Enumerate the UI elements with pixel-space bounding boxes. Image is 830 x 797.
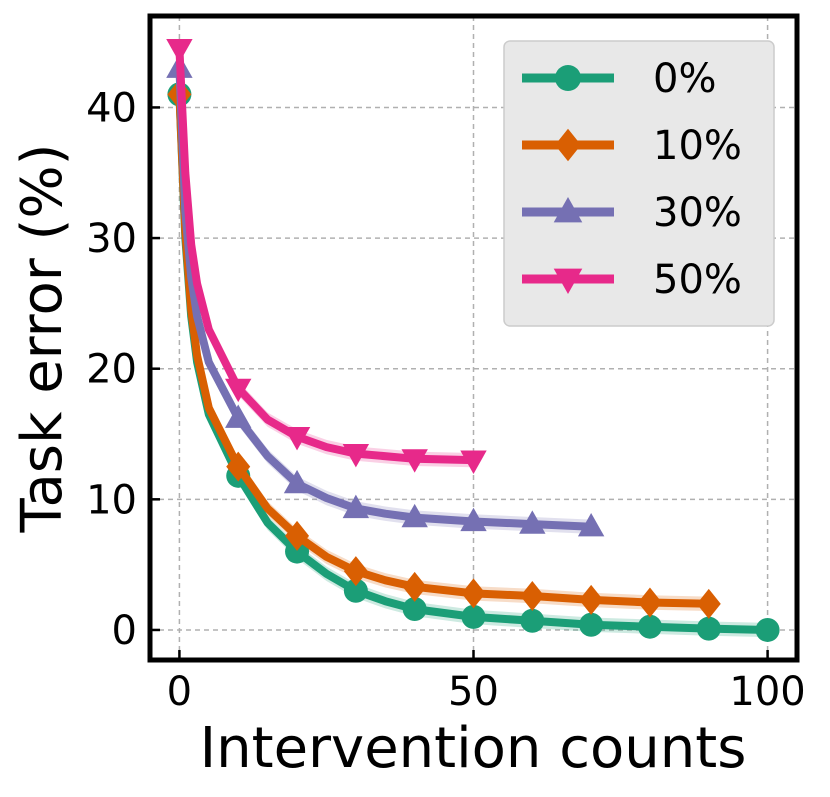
point-10pct [696, 588, 721, 619]
legend-label-0pct: 0% [653, 56, 716, 102]
point-10pct [637, 587, 662, 618]
point-30pct [283, 469, 311, 494]
legend-item-30pct: 30% [522, 190, 742, 236]
legend-label-30pct: 30% [653, 190, 742, 236]
point-50pct [166, 39, 193, 63]
series-50pct [166, 39, 487, 474]
line-50pct [175, 44, 478, 465]
series-30pct [166, 54, 605, 537]
point-0pct [285, 539, 310, 564]
y-tick-label: 20 [86, 347, 137, 393]
point-0pct [637, 614, 662, 639]
point-10pct [461, 578, 486, 609]
point-10pct [343, 556, 368, 587]
point-10pct [520, 580, 545, 611]
point-0pct [755, 617, 780, 642]
point-0pct [343, 578, 368, 603]
x-tick-label: 100 [729, 669, 805, 715]
y-tick-label: 30 [86, 216, 137, 262]
legend-label-10pct: 10% [653, 123, 742, 169]
legend-item-0pct: 0% [522, 56, 716, 102]
point-10pct [226, 451, 251, 482]
point-30pct [342, 494, 370, 519]
point-50pct [283, 427, 311, 451]
y-tick-label: 40 [86, 85, 137, 131]
legend: 0% 10% 30% 50% [503, 40, 775, 327]
x-tick-label: 50 [448, 669, 499, 715]
point-30pct [460, 507, 487, 532]
legend-marker-0pct [555, 65, 581, 91]
legend-marker-50pct [553, 268, 583, 294]
line-10pct [175, 90, 713, 608]
y-tick-label: 0 [112, 608, 137, 654]
point-50pct [401, 449, 428, 473]
point-30pct [401, 503, 428, 528]
point-30pct [519, 510, 546, 534]
point-10pct [402, 571, 427, 602]
legend-box [503, 40, 775, 327]
axis-ticks: 0 50 100 0 10 20 30 40 [86, 85, 806, 715]
band-50pct [179, 41, 474, 468]
legend-marker-10pct [555, 128, 581, 162]
legend-item-10pct: 10% [522, 123, 742, 169]
point-50pct [460, 450, 487, 474]
y-tick-label: 10 [86, 477, 137, 523]
point-0pct [579, 612, 604, 637]
point-30pct [577, 512, 605, 537]
point-0pct [461, 604, 486, 629]
point-50pct [342, 444, 370, 468]
point-0pct [520, 608, 545, 633]
point-50pct [225, 378, 252, 403]
point-0pct [402, 597, 427, 622]
series-layer [166, 39, 780, 642]
x-tick-label: 0 [167, 669, 192, 715]
point-10pct [285, 520, 310, 551]
point-30pct [225, 404, 252, 428]
y-axis-label: Task error (%) [10, 144, 75, 534]
legend-label-50pct: 50% [653, 257, 742, 303]
legend-marker-30pct [553, 197, 583, 223]
point-10pct [579, 584, 604, 615]
point-0pct [696, 616, 721, 641]
x-axis-label: Intervention counts [200, 716, 747, 781]
legend-item-50pct: 50% [522, 257, 742, 303]
